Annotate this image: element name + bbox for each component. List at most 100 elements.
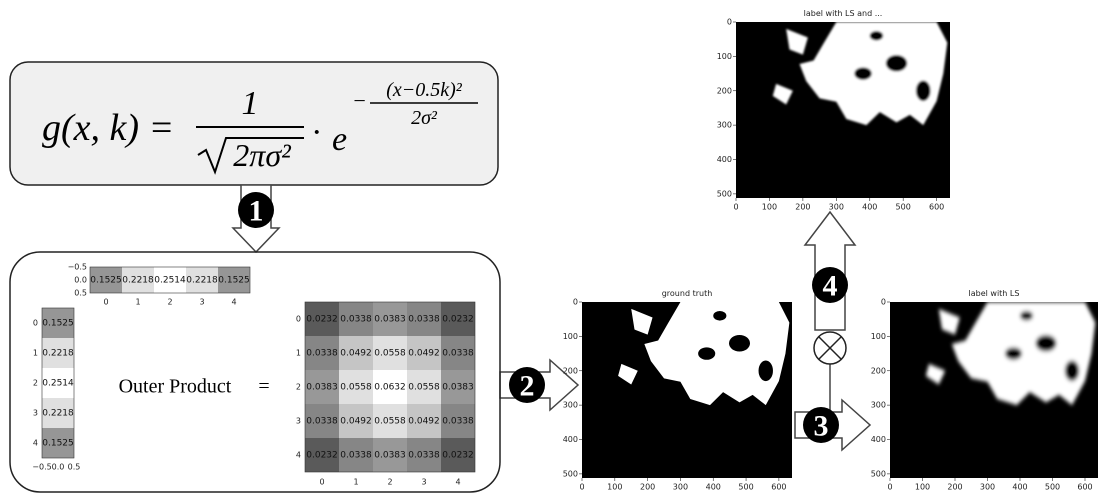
- x-tick-label: 200: [947, 483, 962, 492]
- x-tick-label: 0: [733, 203, 738, 212]
- x-tick-label: 600: [929, 203, 944, 212]
- cell-value: 0.0492: [340, 417, 372, 427]
- cell-value: 0.0338: [408, 451, 440, 461]
- y-tick-label: 300: [563, 401, 578, 410]
- x-tick-label: 200: [795, 203, 810, 212]
- y-tick-label: 3: [296, 417, 301, 426]
- cell-value: 0.0492: [340, 349, 372, 359]
- y-tick-label: 1: [296, 349, 301, 358]
- formula-base: e: [332, 121, 347, 158]
- y-tick-label: 4: [33, 439, 38, 448]
- step-number: 4: [823, 270, 838, 303]
- x-tick-label: 0: [319, 478, 324, 487]
- cell-value: 0.0338: [442, 417, 474, 427]
- step-badge: 4: [812, 267, 848, 303]
- x-tick-label: 0.0: [52, 463, 65, 472]
- step-badge: 3: [803, 407, 839, 443]
- x-tick-label: −0.5: [32, 463, 51, 472]
- cell-value: 0.0383: [374, 315, 406, 325]
- cell-value: 0.0558: [374, 349, 406, 359]
- y-tick-label: 3: [33, 409, 38, 418]
- y-tick-label: 400: [871, 435, 886, 444]
- cell-value: 0.1525: [42, 319, 74, 329]
- cell-value: 0.1525: [42, 439, 74, 449]
- cell-value: 0.0383: [306, 383, 338, 393]
- formula-numerator: 1: [242, 85, 259, 122]
- equals-sign: =: [258, 376, 269, 398]
- formula-minus: −: [352, 88, 367, 113]
- x-tick-label: 300: [829, 203, 844, 212]
- cell-value: 0.2514: [42, 379, 74, 389]
- x-tick-label: 100: [915, 483, 930, 492]
- y-tick-label: 0.5: [74, 289, 87, 298]
- formula-lhs: g(x, k) =: [42, 107, 174, 149]
- x-tick-label: 1: [135, 298, 140, 307]
- cell-value: 0.0338: [306, 349, 338, 359]
- x-tick-label: 600: [771, 483, 786, 492]
- x-tick-label: 0: [103, 298, 108, 307]
- x-tick-label: 1: [353, 478, 358, 487]
- y-tick-label: 1: [33, 349, 38, 358]
- cell-value: 0.0383: [374, 451, 406, 461]
- cell-value: 0.0338: [306, 417, 338, 427]
- x-tick-label: 0: [579, 483, 584, 492]
- step-number: 2: [520, 370, 535, 403]
- y-tick-label: 0: [33, 319, 38, 328]
- y-tick-label: 2: [296, 383, 301, 392]
- x-tick-label: 100: [762, 203, 777, 212]
- cell-value: 0.0338: [442, 349, 474, 359]
- x-tick-label: 400: [862, 203, 877, 212]
- cell-value: 0.0232: [442, 315, 474, 325]
- y-tick-label: 400: [563, 435, 578, 444]
- cell-value: 0.0492: [408, 417, 440, 427]
- y-tick-label: 0: [881, 298, 886, 307]
- x-tick-label: 2: [167, 298, 172, 307]
- y-tick-label: 200: [563, 366, 578, 375]
- cell-value: 0.0338: [408, 315, 440, 325]
- cell-value: 0.0232: [306, 451, 338, 461]
- diagram: g(x, k) = 1 2πσ² · e − (x−0.5k)² 2σ² 1 2…: [0, 0, 1104, 501]
- step-badge: 1: [238, 192, 274, 228]
- x-tick-label: 4: [231, 298, 236, 307]
- cell-value: 0.0338: [340, 451, 372, 461]
- x-tick-label: 500: [738, 483, 753, 492]
- y-tick-label: 200: [871, 366, 886, 375]
- image-title: label with LS: [969, 289, 1020, 298]
- y-tick-label: 100: [871, 332, 886, 341]
- x-tick-label: 100: [607, 483, 622, 492]
- y-tick-label: 300: [717, 121, 732, 130]
- formula-denominator: 2πσ²: [233, 137, 292, 173]
- cell-value: 0.0558: [374, 417, 406, 427]
- y-tick-label: 200: [717, 86, 732, 95]
- cell-value: 0.0632: [374, 383, 406, 393]
- cell-value: 0.0492: [408, 349, 440, 359]
- y-tick-label: 0: [727, 18, 732, 27]
- x-tick-label: 3: [199, 298, 204, 307]
- exp-numerator: (x−0.5k)²: [386, 79, 463, 101]
- x-tick-label: 4: [455, 478, 460, 487]
- y-tick-label: 500: [871, 469, 886, 478]
- cell-value: 0.1525: [90, 276, 122, 286]
- cell-value: 0.0232: [306, 315, 338, 325]
- x-tick-label: 500: [896, 203, 911, 212]
- cell-value: 0.0558: [408, 383, 440, 393]
- cell-value: 0.0558: [340, 383, 372, 393]
- cell-value: 0.2218: [42, 409, 74, 419]
- step-number: 3: [814, 410, 829, 443]
- cell-value: 0.1525: [218, 276, 250, 286]
- cell-value: 0.0232: [442, 451, 474, 461]
- exp-denominator: 2σ²: [411, 107, 438, 129]
- y-tick-label: 4: [296, 451, 301, 460]
- x-tick-label: 300: [980, 483, 995, 492]
- x-tick-label: 300: [673, 483, 688, 492]
- y-tick-label: 0: [573, 298, 578, 307]
- cell-value: 0.2218: [42, 349, 74, 359]
- x-tick-label: 400: [706, 483, 721, 492]
- y-tick-label: 0: [296, 315, 301, 324]
- x-tick-label: 200: [640, 483, 655, 492]
- y-tick-label: 100: [563, 332, 578, 341]
- cell-value: 0.0338: [340, 315, 372, 325]
- step-number: 1: [249, 195, 264, 228]
- formula-dot: ·: [312, 114, 321, 151]
- y-tick-label: 500: [563, 469, 578, 478]
